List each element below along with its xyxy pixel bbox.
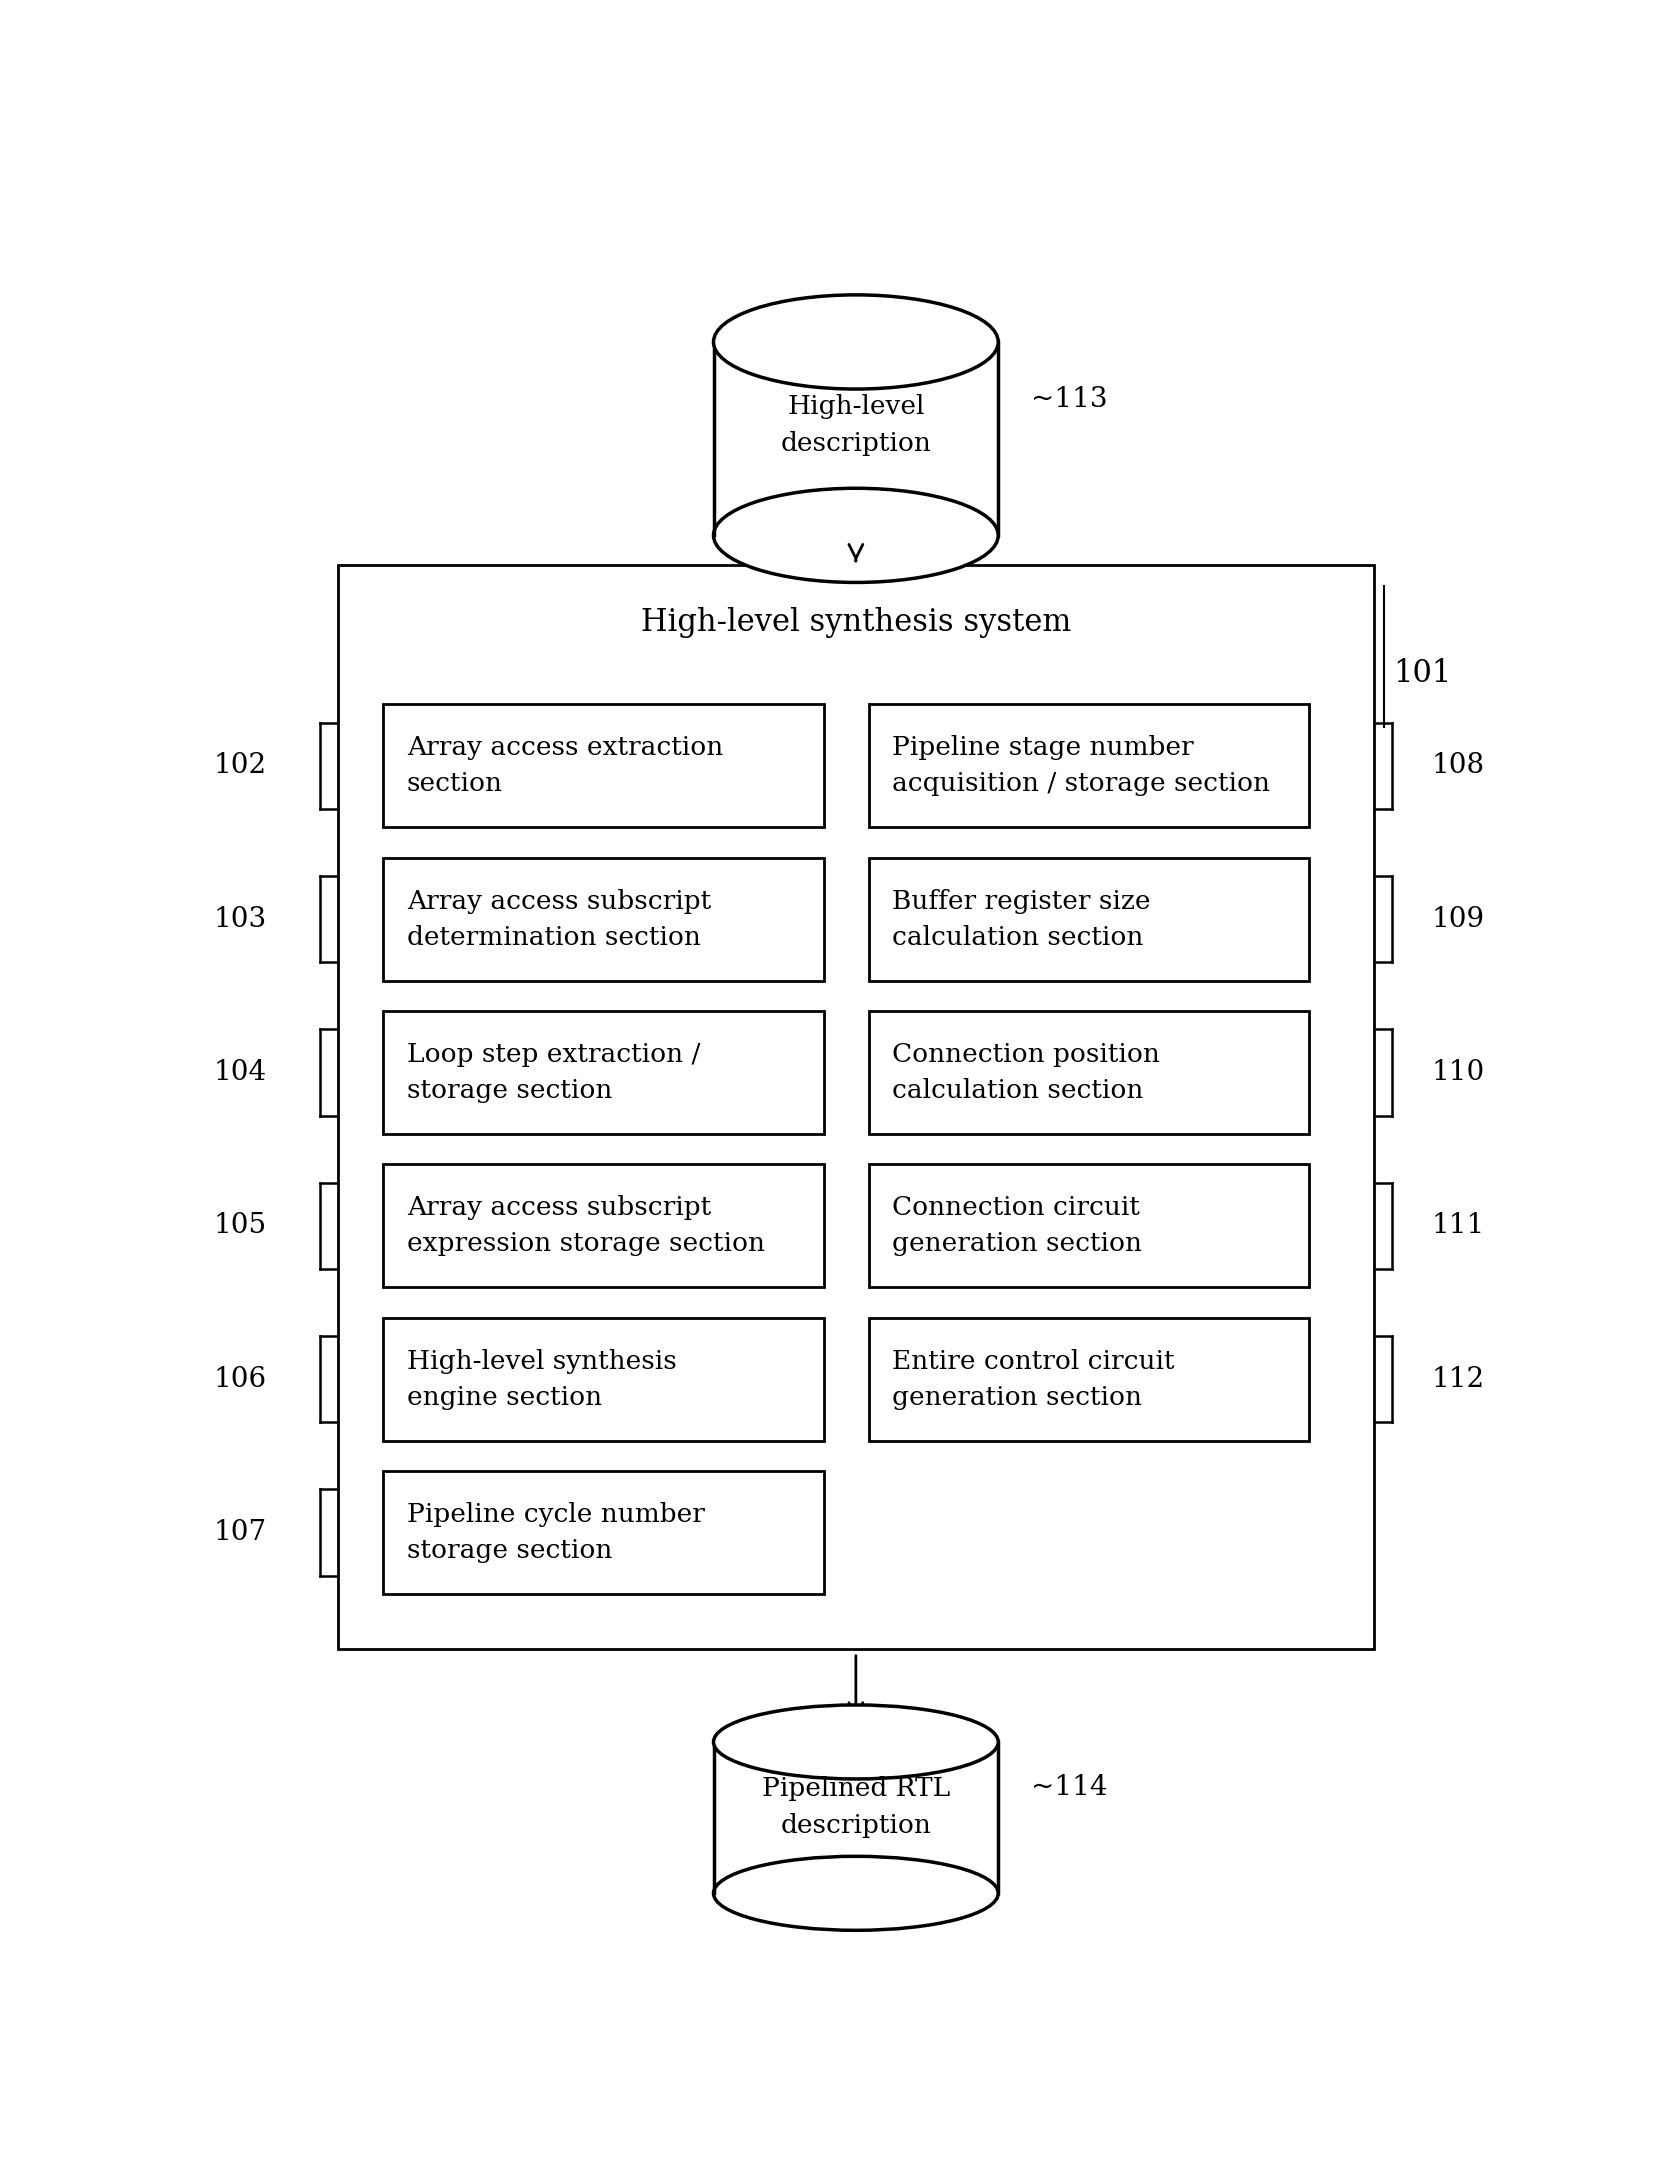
Text: 108: 108 [1431, 751, 1485, 780]
Bar [868, 705, 1309, 828]
Bar [384, 705, 823, 828]
Text: Loop step extraction /
storage section: Loop step extraction / storage section [407, 1042, 700, 1103]
Text: 103: 103 [214, 906, 267, 933]
Polygon shape [713, 1743, 999, 1894]
Text: 109: 109 [1431, 906, 1485, 933]
Text: 111: 111 [1431, 1212, 1485, 1238]
Bar [337, 566, 1373, 1649]
Ellipse shape [713, 1706, 999, 1780]
Bar [384, 1011, 823, 1133]
Text: High-level synthesis system: High-level synthesis system [641, 607, 1070, 638]
Bar [384, 1317, 823, 1441]
Text: Array access subscript
expression storage section: Array access subscript expression storag… [407, 1195, 765, 1256]
Text: 106: 106 [214, 1365, 267, 1393]
Text: Array access extraction
section: Array access extraction section [407, 736, 723, 797]
Text: 101: 101 [1393, 657, 1451, 688]
Bar [384, 1472, 823, 1594]
Bar [868, 1011, 1309, 1133]
Ellipse shape [713, 1856, 999, 1931]
Bar [868, 858, 1309, 981]
Polygon shape [713, 343, 999, 535]
Text: 102: 102 [214, 751, 267, 780]
Text: ~113: ~113 [1030, 387, 1107, 413]
Text: 112: 112 [1431, 1365, 1485, 1393]
Text: Array access subscript
determination section: Array access subscript determination sec… [407, 889, 711, 950]
Text: Pipelined RTL
description: Pipelined RTL description [762, 1776, 950, 1837]
Ellipse shape [713, 295, 999, 389]
Text: ~114: ~114 [1030, 1773, 1107, 1802]
Ellipse shape [713, 489, 999, 583]
Text: Connection circuit
generation section: Connection circuit generation section [892, 1195, 1142, 1256]
Text: 105: 105 [214, 1212, 267, 1238]
Bar [868, 1317, 1309, 1441]
Bar [384, 858, 823, 981]
Text: 107: 107 [214, 1518, 267, 1546]
Text: Pipeline stage number
acquisition / storage section: Pipeline stage number acquisition / stor… [892, 736, 1271, 797]
Text: Buffer register size
calculation section: Buffer register size calculation section [892, 889, 1151, 950]
Text: High-level
description: High-level description [780, 393, 932, 456]
Text: 104: 104 [214, 1059, 267, 1085]
Text: Entire control circuit
generation section: Entire control circuit generation sectio… [892, 1350, 1174, 1409]
Bar [868, 1164, 1309, 1286]
Text: Connection position
calculation section: Connection position calculation section [892, 1042, 1161, 1103]
Text: 110: 110 [1431, 1059, 1485, 1085]
Text: High-level synthesis
engine section: High-level synthesis engine section [407, 1350, 676, 1409]
Bar [384, 1164, 823, 1286]
Text: Pipeline cycle number
storage section: Pipeline cycle number storage section [407, 1503, 705, 1564]
